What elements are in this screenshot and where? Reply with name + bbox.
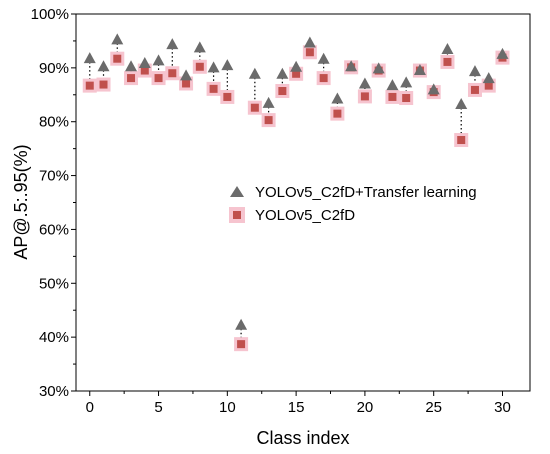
y-tick-label-50: 50% [39, 275, 69, 292]
point-base [99, 80, 108, 89]
point-base [457, 136, 466, 145]
point-base [168, 69, 177, 78]
point-transfer [455, 97, 468, 109]
y-tick-label-100: 100% [31, 6, 69, 23]
point-transfer [97, 60, 110, 72]
axis-ticks: 30% 40% 50% 60% 70% 80% 90% 100% 0 5 10 15 20 25 30 [31, 6, 511, 416]
point-base [113, 54, 122, 63]
point-base [140, 66, 149, 75]
point-transfer [193, 41, 206, 53]
point-transfer [441, 43, 454, 55]
point-base [127, 74, 136, 83]
x-tick-label-30: 30 [494, 399, 511, 416]
point-transfer [372, 62, 385, 74]
point-transfer [180, 69, 193, 81]
point-transfer [207, 61, 220, 73]
point-base [333, 109, 342, 118]
point-base [195, 62, 204, 71]
point-transfer [331, 92, 344, 104]
point-transfer [468, 65, 481, 77]
x-tick-label-5: 5 [154, 399, 162, 416]
point-base [292, 69, 301, 78]
point-transfer [166, 38, 179, 50]
point-base [484, 81, 493, 90]
x-axis-title: Class index [256, 428, 349, 448]
legend: YOLOv5_C2fD+Transfer learning YOLOv5_C2f… [229, 184, 477, 224]
legend-marker-transfer [230, 186, 244, 197]
legend-marker-base [233, 211, 241, 219]
point-transfer [386, 79, 399, 91]
point-base [278, 87, 287, 96]
point-base [154, 74, 163, 83]
point-base [209, 84, 218, 93]
point-base [402, 94, 411, 103]
point-base [305, 48, 314, 57]
point-transfer [276, 67, 289, 79]
point-base [85, 81, 94, 90]
point-transfer [138, 57, 151, 69]
legend-label-base: YOLOv5_C2fD [255, 207, 355, 224]
point-transfer [496, 47, 509, 59]
legend-label-transfer: YOLOv5_C2fD+Transfer learning [255, 184, 477, 201]
point-transfer [317, 52, 330, 64]
point-base [223, 92, 232, 101]
point-base [264, 116, 273, 125]
point-transfer [413, 64, 426, 76]
y-axis-title: AP@.5:.95(%) [11, 144, 31, 259]
point-transfer [83, 52, 96, 64]
point-transfer [248, 67, 261, 79]
point-transfer [125, 60, 138, 72]
point-base [388, 92, 397, 101]
y-tick-label-80: 80% [39, 114, 69, 131]
point-transfer [262, 96, 275, 108]
point-transfer [111, 33, 124, 45]
point-transfer [358, 77, 371, 89]
point-base [360, 92, 369, 101]
point-transfer [482, 72, 495, 84]
y-tick-label-90: 90% [39, 60, 69, 77]
point-base [250, 103, 259, 112]
point-transfer [290, 60, 303, 72]
point-base [182, 79, 191, 88]
point-base [319, 74, 328, 83]
y-tick-label-70: 70% [39, 168, 69, 185]
x-tick-label-20: 20 [357, 399, 374, 416]
point-transfer [345, 60, 358, 72]
point-base [470, 85, 479, 94]
point-transfer [400, 76, 413, 88]
point-transfer [303, 36, 316, 48]
point-transfer [152, 54, 165, 66]
data-marks [82, 33, 510, 352]
x-tick-label-25: 25 [425, 399, 442, 416]
y-tick-label-40: 40% [39, 329, 69, 346]
point-transfer [235, 318, 248, 330]
point-transfer [427, 83, 440, 95]
x-tick-label-15: 15 [288, 399, 305, 416]
x-tick-label-0: 0 [86, 399, 94, 416]
x-tick-label-10: 10 [219, 399, 236, 416]
y-tick-label-30: 30% [39, 383, 69, 400]
y-tick-label-60: 60% [39, 221, 69, 238]
point-base [443, 57, 452, 66]
point-base [237, 340, 246, 349]
point-transfer [221, 59, 234, 71]
